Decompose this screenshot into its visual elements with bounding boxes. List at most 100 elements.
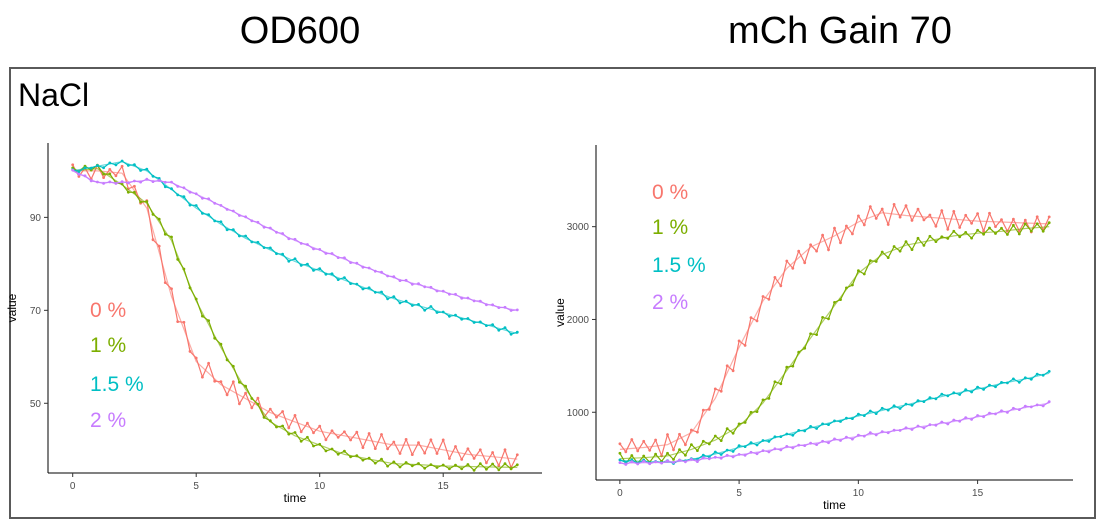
data-point <box>725 427 729 431</box>
data-point <box>976 212 979 216</box>
data-point <box>318 267 322 270</box>
data-point <box>349 455 352 459</box>
data-point <box>343 430 346 434</box>
data-point <box>725 364 729 368</box>
data-point <box>958 226 962 229</box>
data-point <box>994 225 997 229</box>
data-point <box>868 205 872 209</box>
data-point <box>404 438 408 441</box>
data-point <box>666 433 669 436</box>
data-point <box>767 397 771 400</box>
data-point <box>170 180 173 184</box>
data-point <box>312 431 315 435</box>
data-point <box>982 229 985 233</box>
data-point <box>678 448 681 452</box>
data-point <box>466 447 470 451</box>
data-point <box>916 399 920 402</box>
data-point <box>910 403 914 407</box>
series-2 <box>71 159 519 336</box>
data-point <box>898 249 902 253</box>
data-point <box>970 236 973 240</box>
data-point <box>1006 233 1009 236</box>
data-point <box>970 221 973 225</box>
data-point <box>1017 232 1021 236</box>
data-point <box>423 308 427 312</box>
data-point <box>281 410 284 413</box>
data-point <box>1029 229 1033 233</box>
data-point <box>238 214 241 217</box>
data-point <box>731 431 735 435</box>
data-point <box>988 211 991 215</box>
data-point <box>833 437 836 441</box>
data-point <box>454 463 457 467</box>
data-point <box>71 163 75 167</box>
data-point <box>803 444 807 447</box>
data-point <box>188 286 192 290</box>
data-point <box>460 458 464 461</box>
x-tick-label: 0 <box>70 481 76 492</box>
data-point <box>102 182 105 185</box>
data-point <box>815 427 818 430</box>
data-point <box>120 182 124 186</box>
data-point <box>126 164 130 167</box>
data-point <box>779 382 783 386</box>
data-point <box>940 235 944 239</box>
data-point <box>306 435 309 439</box>
data-point <box>1023 376 1027 380</box>
data-point <box>904 426 908 430</box>
data-point <box>429 438 433 442</box>
data-point <box>336 256 340 259</box>
data-point <box>503 448 507 452</box>
data-point <box>139 169 143 172</box>
data-point <box>380 433 383 436</box>
data-point <box>958 393 962 396</box>
data-point <box>478 448 482 452</box>
data-point <box>839 420 842 423</box>
data-point <box>312 247 315 251</box>
data-point <box>713 455 717 459</box>
data-point <box>336 435 340 439</box>
data-point <box>898 407 902 410</box>
data-point <box>922 426 926 430</box>
data-point <box>839 298 842 301</box>
data-point <box>435 289 439 293</box>
data-point <box>318 442 322 446</box>
data-point <box>429 463 433 466</box>
data-point <box>755 319 759 323</box>
data-point <box>839 241 842 245</box>
data-point <box>275 252 278 256</box>
data-point <box>170 187 173 191</box>
data-point <box>797 249 801 253</box>
data-point <box>785 365 789 369</box>
data-point <box>880 250 884 254</box>
data-point <box>916 424 920 428</box>
data-point <box>1012 217 1015 221</box>
data-point <box>503 326 507 330</box>
data-point <box>201 375 204 379</box>
data-point <box>618 458 622 462</box>
data-point <box>636 462 640 466</box>
data-point <box>868 259 872 263</box>
data-point <box>268 407 272 411</box>
data-point <box>324 449 328 453</box>
data-point <box>1023 404 1027 408</box>
data-point <box>139 200 143 204</box>
data-point <box>773 447 777 451</box>
data-point <box>318 424 322 428</box>
data-point <box>1035 215 1039 219</box>
data-point <box>1000 226 1003 230</box>
data-point <box>916 207 920 211</box>
data-point <box>213 336 217 340</box>
data-point <box>485 303 488 307</box>
data-point <box>994 412 997 416</box>
data-point <box>642 439 646 443</box>
data-point <box>970 418 973 421</box>
data-point <box>163 180 167 184</box>
data-point <box>225 208 229 211</box>
data-point <box>707 408 711 411</box>
data-point <box>940 209 944 213</box>
data-point <box>821 233 824 237</box>
data-point <box>910 248 914 252</box>
data-point <box>478 299 482 303</box>
